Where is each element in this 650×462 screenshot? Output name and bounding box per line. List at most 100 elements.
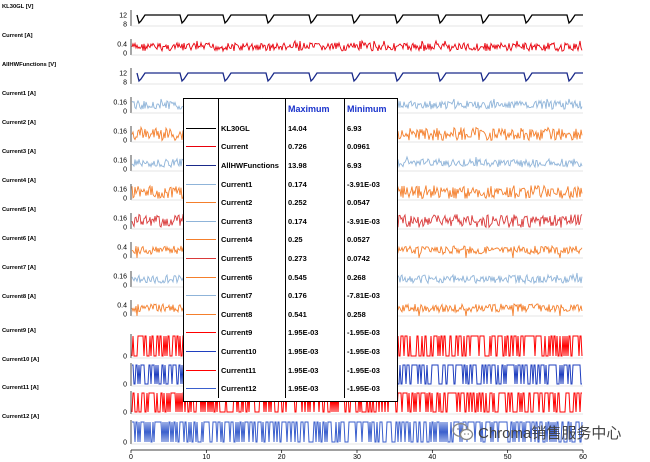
y-tick-label: 0	[123, 440, 127, 447]
legend-min-value: -1.95E-03	[347, 365, 380, 375]
legend-swatch	[186, 183, 216, 185]
legend-series-name: Current4	[218, 230, 286, 250]
legend-row: Current10 1.95E-03 -1.95E-03	[184, 342, 397, 361]
panel-label: Current8 [A]	[2, 294, 36, 300]
legend-min-value: -1.95E-03	[347, 328, 380, 338]
legend-max-value: 0.174	[285, 174, 345, 194]
legend-max-value: 1.95E-03	[285, 342, 345, 361]
legend-min-value: 6.93	[347, 160, 362, 170]
legend-series-name: Current7	[218, 286, 286, 305]
legend-swatch-cell	[184, 119, 219, 138]
legend-min-value: 6.93	[347, 123, 362, 133]
legend-series-name: KL30GL	[218, 119, 286, 138]
legend-max-value: 0.25	[285, 230, 345, 250]
y-tick-label: 12	[119, 71, 127, 78]
legend-swatch	[186, 313, 216, 315]
legend-swatch	[186, 369, 216, 371]
legend-header-max: Maximum	[285, 99, 345, 119]
y-tick-label: 0.16	[113, 100, 127, 107]
legend-header-min: Minimum	[347, 104, 387, 114]
series-line	[136, 72, 583, 83]
legend-swatch-cell	[184, 304, 219, 324]
panel-label: Current11 [A]	[2, 385, 39, 391]
legend-series-name: Current8	[218, 304, 286, 324]
panel-label: Current3 [A]	[2, 149, 36, 155]
watermark: Chroma销售服务中心	[452, 418, 621, 446]
y-tick-label: 0	[123, 196, 127, 203]
x-tick-label: 50	[504, 454, 512, 461]
legend-swatch-cell	[184, 174, 219, 194]
panel-label: Current6 [A]	[2, 236, 36, 242]
legend-swatch	[186, 388, 216, 390]
legend-min-value: -3.91E-03	[347, 216, 380, 226]
x-tick-label: 20	[278, 454, 286, 461]
legend-swatch-cell	[184, 360, 219, 380]
legend-max-value: 0.252	[285, 193, 345, 212]
legend-max-value: 1.95E-03	[285, 379, 345, 398]
y-tick-label: 0	[123, 51, 127, 58]
legend-row: Current6 0.545 0.268	[184, 267, 397, 287]
legend-swatch-cell	[184, 342, 219, 361]
legend-row: AllHWFunctions 13.98 6.93	[184, 156, 397, 175]
legend-swatch	[186, 332, 216, 334]
legend-swatch-cell	[184, 193, 219, 212]
x-tick-label: 30	[353, 454, 361, 461]
watermark-text: Chroma销售服务中心	[478, 424, 622, 442]
y-tick-label: 0	[123, 312, 127, 319]
legend-max-value: 13.98	[285, 156, 345, 175]
legend-min-value: -3.91E-03	[347, 179, 380, 189]
series-line	[132, 421, 583, 443]
legend-min-value: -1.95E-03	[347, 384, 380, 394]
series-line	[136, 14, 583, 25]
legend-row: KL30GL 14.04 6.93	[184, 119, 397, 138]
legend-min-value: 0.0547	[347, 198, 370, 208]
y-tick-label: 0.4	[117, 303, 127, 310]
panel-label: Current [A]	[2, 33, 33, 39]
legend-row: Current12 1.95E-03 -1.95E-03	[184, 379, 397, 398]
legend-max-value: 0.545	[285, 267, 345, 287]
legend-swatch	[186, 239, 216, 241]
y-tick-label: 0.4	[117, 245, 127, 252]
legend-swatch-cell	[184, 156, 219, 175]
legend-swatch	[186, 257, 216, 259]
legend-series-name: AllHWFunctions	[218, 156, 286, 175]
legend-series-name: Current10	[218, 342, 286, 361]
legend-series-name: Current11	[218, 360, 286, 380]
legend-series-name: Current6	[218, 267, 286, 287]
legend-row: Current7 0.176 -7.81E-03	[184, 286, 397, 305]
legend-swatch-cell	[184, 379, 219, 398]
legend-row: Current 0.726 0.0961	[184, 137, 397, 157]
y-tick-label: 0	[123, 283, 127, 290]
legend-swatch	[186, 146, 216, 148]
legend-swatch-cell	[184, 137, 219, 157]
legend-swatch-cell	[184, 323, 219, 343]
legend-swatch	[186, 295, 216, 297]
legend-table: Maximum Minimum KL30GL 14.04 6.93 Current 0.…	[183, 98, 398, 402]
legend-max-value: 14.04	[285, 119, 345, 138]
panel-label: Current2 [A]	[2, 120, 36, 126]
y-tick-label: 8	[123, 80, 127, 87]
panel-label: Current5 [A]	[2, 207, 36, 213]
legend-swatch	[186, 164, 216, 166]
legend-row: Current11 1.95E-03 -1.95E-03	[184, 360, 397, 380]
y-tick-label: 0	[123, 109, 127, 116]
legend-max-value: 0.174	[285, 211, 345, 231]
legend-min-value: -7.81E-03	[347, 291, 380, 301]
x-tick-label: 40	[428, 454, 436, 461]
legend-row: Current9 1.95E-03 -1.95E-03	[184, 323, 397, 343]
y-tick-label: 0	[123, 354, 127, 361]
y-tick-label: 0	[123, 138, 127, 145]
legend-min-value: 0.268	[347, 272, 366, 282]
legend-series-name: Current1	[218, 174, 286, 194]
x-tick-label: 60	[579, 454, 587, 461]
legend-row: Current1 0.174 -3.91E-03	[184, 174, 397, 194]
legend-row: Current4 0.25 0.0527	[184, 230, 397, 250]
legend-swatch	[186, 202, 216, 204]
legend-min-value: 0.0527	[347, 235, 370, 245]
legend-max-value: 0.541	[285, 304, 345, 324]
legend-swatch-cell	[184, 211, 219, 231]
legend-series-name: Current	[218, 137, 286, 157]
panel-label: Current12 [A]	[2, 414, 39, 420]
legend-swatch	[186, 276, 216, 278]
y-tick-label: 0.16	[113, 129, 127, 136]
